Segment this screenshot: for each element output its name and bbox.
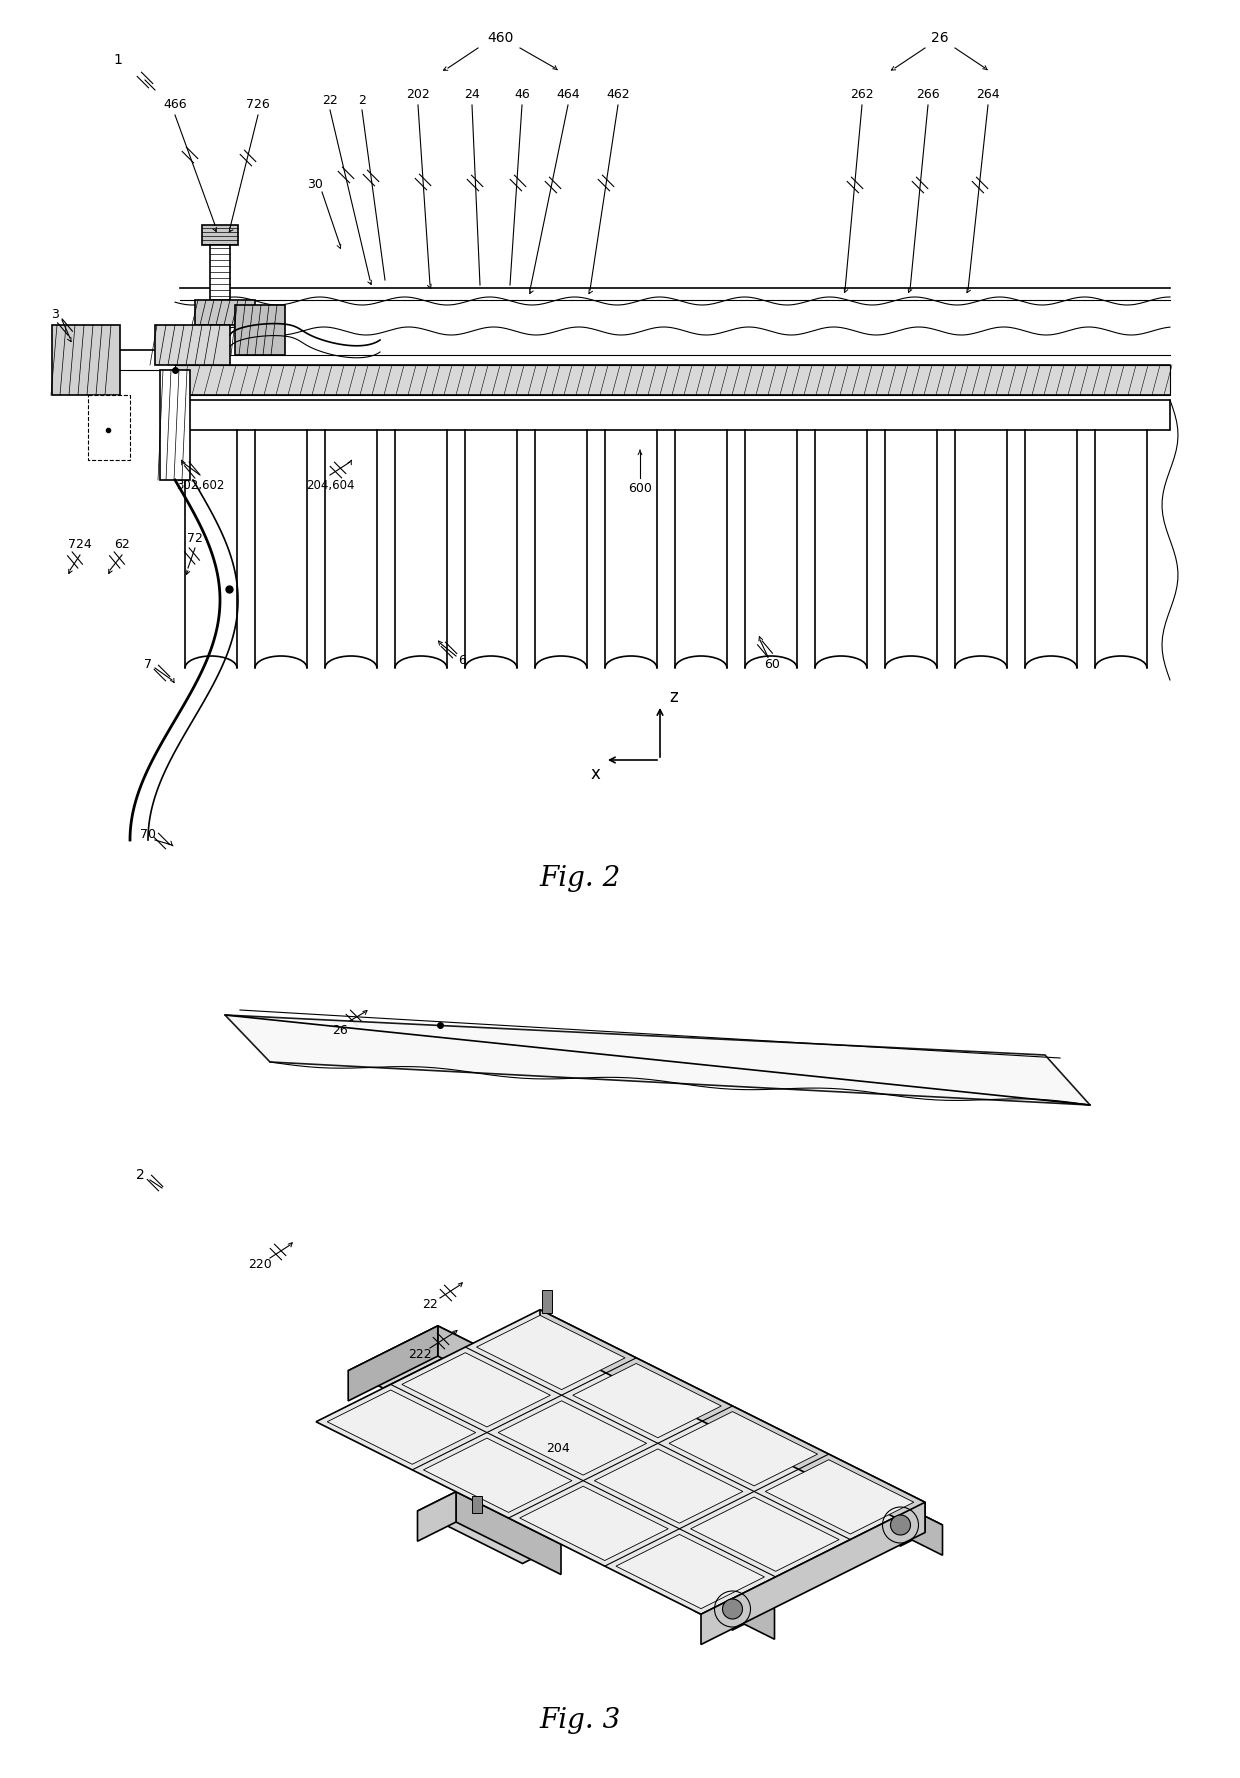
- Polygon shape: [701, 1502, 925, 1645]
- Text: 220: 220: [248, 1259, 272, 1271]
- Polygon shape: [175, 364, 1171, 395]
- Text: 46: 46: [515, 89, 529, 101]
- Polygon shape: [456, 1492, 560, 1575]
- Text: 3: 3: [51, 309, 60, 322]
- Text: 264: 264: [976, 89, 999, 101]
- Polygon shape: [542, 1291, 552, 1312]
- Text: x: x: [590, 765, 600, 782]
- Text: 24: 24: [464, 89, 480, 101]
- Polygon shape: [52, 325, 120, 395]
- Text: 6: 6: [458, 654, 466, 667]
- Polygon shape: [670, 1412, 817, 1486]
- Text: 726: 726: [246, 98, 270, 112]
- Text: 7: 7: [144, 658, 153, 672]
- Polygon shape: [175, 400, 1171, 430]
- Polygon shape: [539, 1310, 925, 1533]
- Text: 2: 2: [358, 94, 366, 107]
- Text: 466: 466: [164, 98, 187, 112]
- Polygon shape: [88, 395, 130, 461]
- Polygon shape: [765, 1460, 914, 1534]
- Polygon shape: [348, 1326, 438, 1401]
- Polygon shape: [476, 1316, 625, 1390]
- Text: 22: 22: [322, 94, 337, 107]
- Polygon shape: [236, 306, 285, 356]
- Polygon shape: [316, 1310, 925, 1614]
- Text: 302,602: 302,602: [176, 478, 224, 491]
- Text: Fig. 3: Fig. 3: [539, 1707, 621, 1734]
- Polygon shape: [202, 226, 238, 245]
- Text: 2: 2: [135, 1168, 144, 1182]
- Polygon shape: [418, 1492, 560, 1563]
- Polygon shape: [520, 1486, 668, 1561]
- Polygon shape: [402, 1353, 551, 1428]
- Polygon shape: [691, 1497, 839, 1572]
- Polygon shape: [418, 1492, 456, 1542]
- Text: 72: 72: [187, 532, 203, 544]
- Text: 204: 204: [546, 1442, 570, 1454]
- Text: 202: 202: [407, 89, 430, 101]
- Text: 70: 70: [140, 829, 156, 841]
- Polygon shape: [616, 1534, 765, 1609]
- Polygon shape: [438, 1326, 472, 1374]
- Text: 266: 266: [916, 89, 940, 101]
- Polygon shape: [423, 1438, 572, 1513]
- Polygon shape: [498, 1401, 646, 1476]
- Polygon shape: [737, 1590, 775, 1639]
- Text: 26: 26: [931, 30, 949, 44]
- Text: 600: 600: [629, 482, 652, 494]
- Polygon shape: [472, 1495, 482, 1513]
- Polygon shape: [224, 1015, 1090, 1104]
- Text: 204,604: 204,604: [306, 478, 355, 491]
- Text: z: z: [670, 688, 678, 706]
- Text: 462: 462: [606, 89, 630, 101]
- Polygon shape: [594, 1449, 743, 1524]
- Text: 724: 724: [68, 539, 92, 551]
- Polygon shape: [210, 245, 229, 300]
- Text: 460: 460: [487, 30, 513, 44]
- Text: 30: 30: [308, 178, 322, 192]
- Text: Fig. 2: Fig. 2: [539, 864, 621, 891]
- Circle shape: [890, 1515, 910, 1534]
- Polygon shape: [327, 1390, 476, 1465]
- Polygon shape: [160, 370, 190, 480]
- Polygon shape: [573, 1364, 722, 1438]
- Circle shape: [723, 1598, 743, 1620]
- Text: 62: 62: [114, 539, 130, 551]
- Text: 262: 262: [851, 89, 874, 101]
- Text: 464: 464: [557, 89, 580, 101]
- Text: 22: 22: [422, 1298, 438, 1312]
- Polygon shape: [155, 325, 229, 364]
- Text: 1: 1: [114, 53, 123, 68]
- Polygon shape: [904, 1506, 942, 1556]
- Text: 26: 26: [332, 1024, 348, 1037]
- Polygon shape: [862, 1506, 942, 1547]
- Polygon shape: [694, 1590, 775, 1630]
- Text: 60: 60: [764, 658, 780, 672]
- Text: 222: 222: [408, 1348, 432, 1362]
- Polygon shape: [348, 1326, 472, 1389]
- Polygon shape: [195, 300, 255, 325]
